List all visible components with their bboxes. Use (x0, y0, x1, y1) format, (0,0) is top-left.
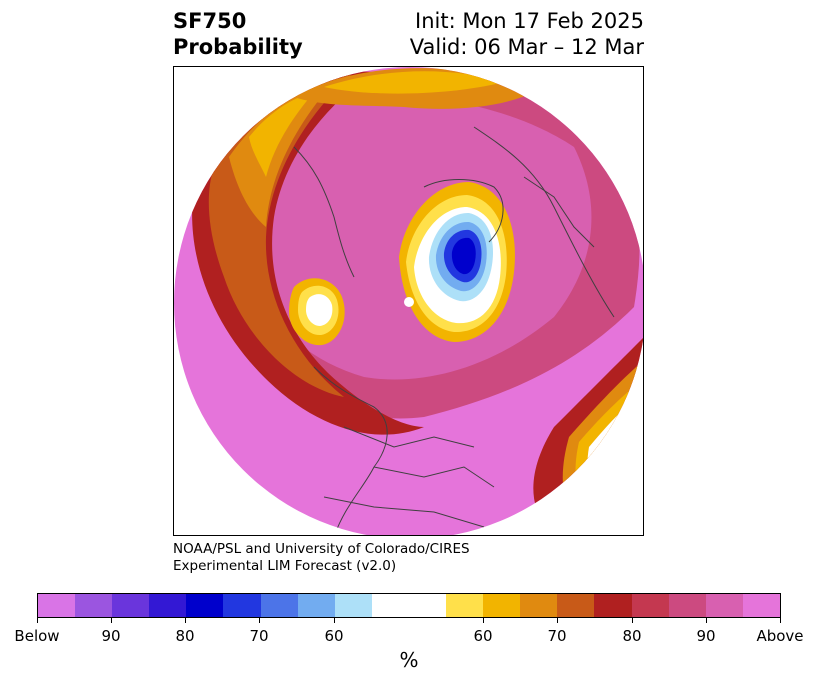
colorbar-tick-label: 70 (547, 627, 567, 645)
colorbar-segment (446, 594, 484, 617)
colorbar-tick-label: 60 (324, 627, 344, 645)
colorbar-segment (112, 594, 150, 617)
coastlines (293, 126, 615, 535)
colorbar-segment (742, 594, 780, 617)
colorbar-segment (557, 594, 595, 617)
colorbar-segment (668, 594, 706, 617)
colorbar-tick (632, 618, 633, 623)
colorbar-tick (185, 618, 186, 623)
probability-map (174, 67, 643, 535)
colorbar-tick (706, 618, 707, 623)
colorbar-segment (705, 594, 743, 617)
colorbar-segment (520, 594, 558, 617)
colorbar-segment (260, 594, 298, 617)
colorbar-segment (297, 594, 335, 617)
credit-line-2: Experimental LIM Forecast (v2.0) (173, 558, 397, 574)
colorbar-segment (149, 594, 187, 617)
credit-line-1: NOAA/PSL and University of Colorado/CIRE… (173, 541, 470, 557)
title-left: SF750 Probability (173, 8, 303, 60)
colorbar-tick (37, 618, 38, 623)
colorbar-segment (483, 594, 521, 617)
p90-below-region (451, 237, 476, 275)
colorbar-segment (334, 594, 372, 617)
map-panel (173, 66, 644, 536)
colorbar-unit: % (399, 648, 419, 672)
neutral-region-west (306, 294, 333, 326)
colorbar-tick-label: Below (14, 627, 60, 645)
colorbar-segment (75, 594, 113, 617)
colorbar (37, 593, 781, 618)
colorbar-tick (780, 618, 781, 623)
top-arc-yellow (324, 71, 504, 94)
colorbar-tick-label: Above (756, 627, 804, 645)
p55-band (249, 92, 314, 177)
colorbar-segment (594, 594, 632, 617)
colorbar-segment (223, 594, 261, 617)
init-date: Init: Mon 17 Feb 2025 (415, 9, 644, 33)
colorbar-tick-label: 80 (175, 627, 195, 645)
colorbar-tick (259, 618, 260, 623)
colorbar-tick-label: 60 (473, 627, 493, 645)
pole-marker (404, 297, 414, 307)
variable-name: SF750 (173, 9, 247, 33)
credit-text: NOAA/PSL and University of Colorado/CIRE… (173, 541, 470, 575)
title-right: Init: Mon 17 Feb 2025 Valid: 06 Mar – 12… (410, 8, 644, 60)
colorbar-tick (111, 618, 112, 623)
variable-type: Probability (173, 35, 303, 59)
colorbar-tick-label: 90 (696, 627, 716, 645)
colorbar-segment (631, 594, 669, 617)
colorbar-segment (371, 594, 409, 617)
colorbar-tick (483, 618, 484, 623)
colorbar-tick-label: 90 (101, 627, 121, 645)
p60-band (229, 82, 334, 227)
colorbar-tick-label: 80 (622, 627, 642, 645)
colorbar-segment (186, 594, 224, 617)
colorbar-segment (38, 594, 76, 617)
colorbar-tick (557, 618, 558, 623)
colorbar-tick (334, 618, 335, 623)
valid-range: Valid: 06 Mar – 12 Mar (409, 35, 644, 59)
colorbar-segment (408, 594, 447, 617)
colorbar-tick-label: 70 (249, 627, 269, 645)
